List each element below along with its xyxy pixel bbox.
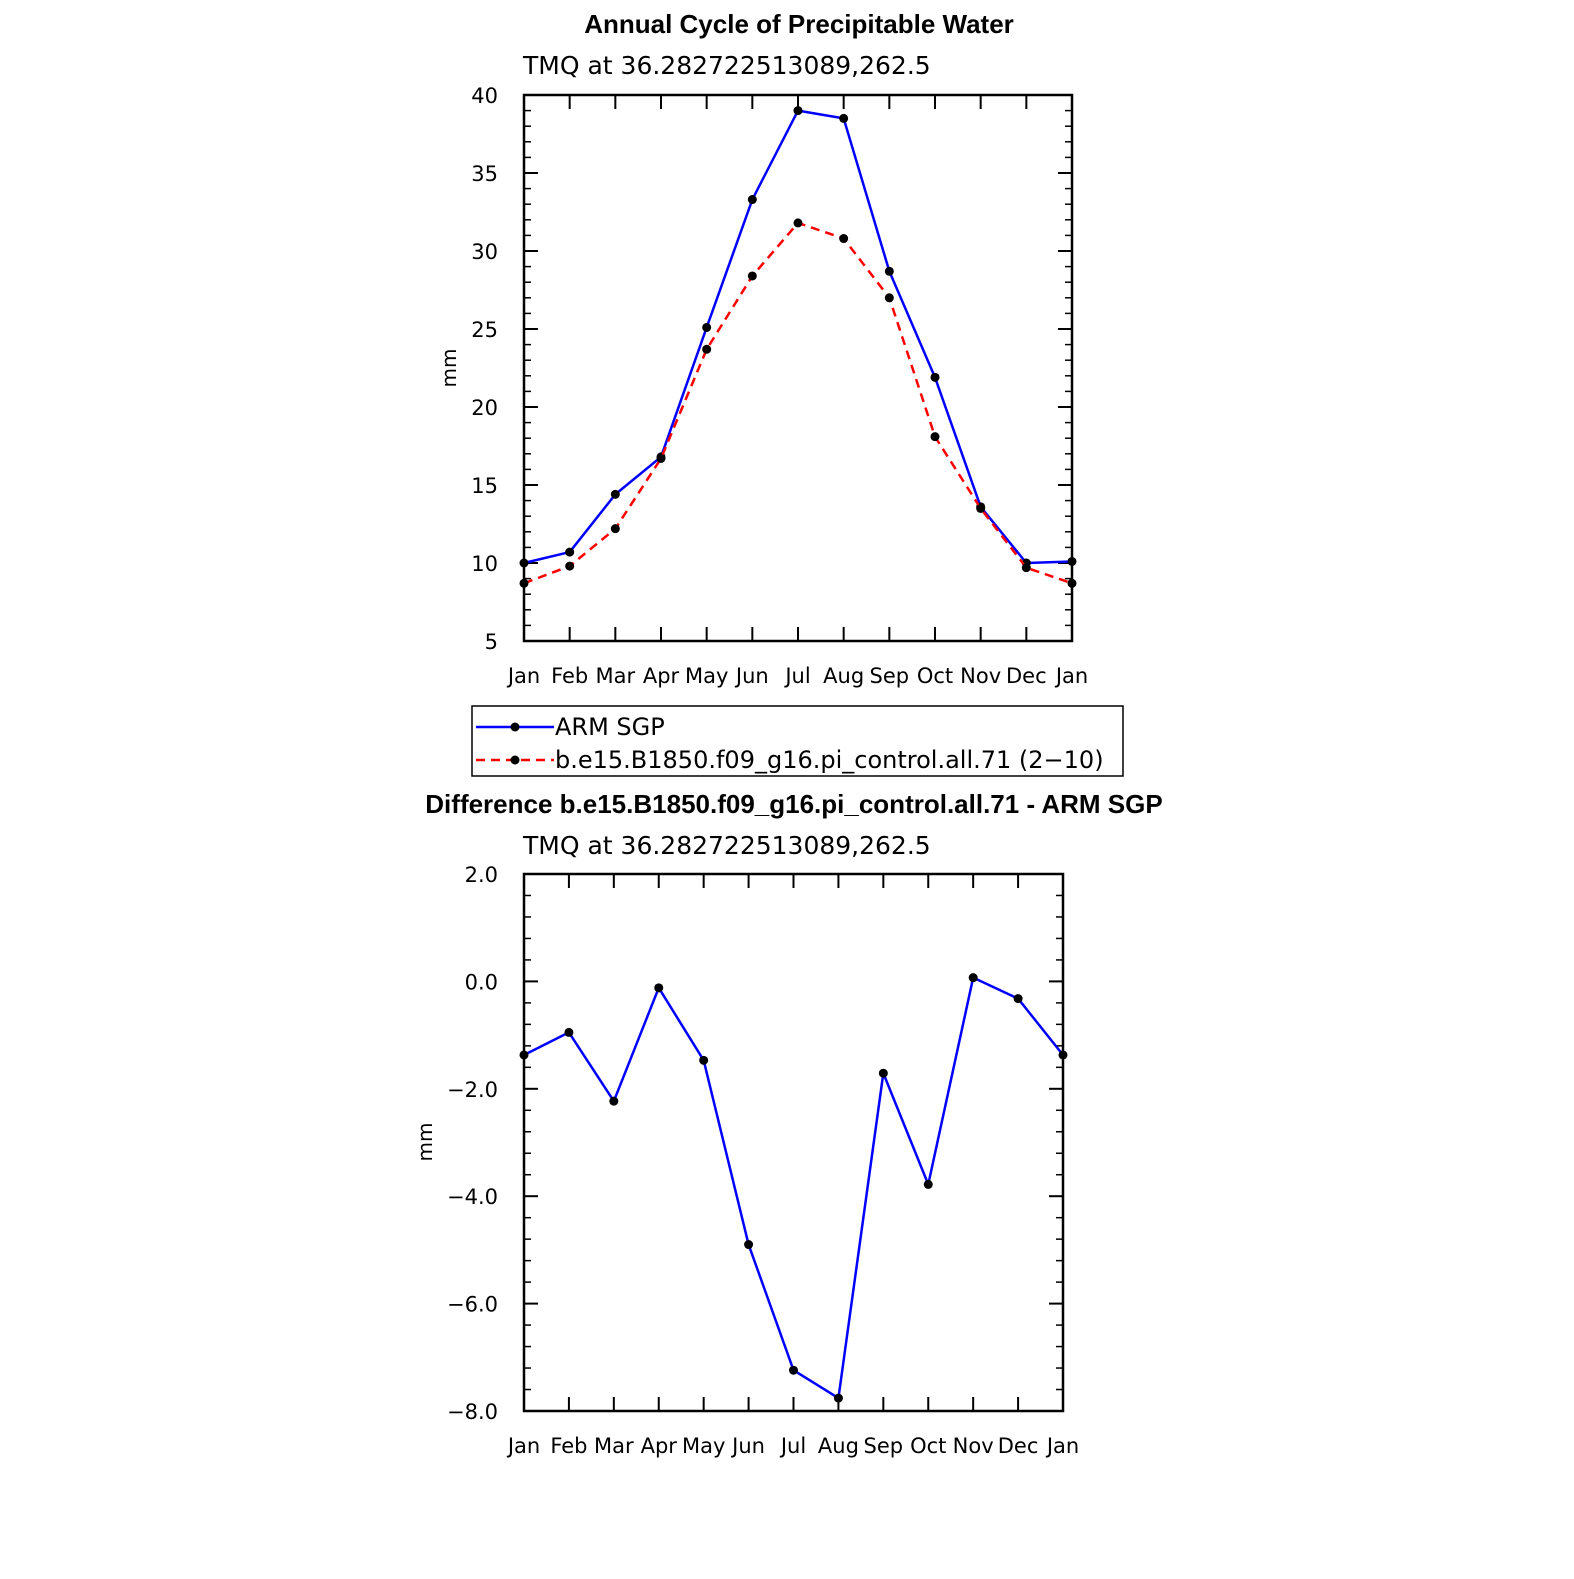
chart1-xtick-label: Sep: [870, 664, 910, 688]
chart1-series-1-point: [702, 344, 712, 354]
chart2-series-0-point: [968, 973, 978, 983]
chart1-series-0-point: [565, 547, 575, 557]
chart2-xtick-label: Feb: [550, 1434, 587, 1458]
chart2-xtick-label: Apr: [641, 1434, 678, 1458]
chart1-title: Annual Cycle of Precipitable Water: [584, 9, 1014, 39]
chart2-xtick-label: Mar: [594, 1434, 634, 1458]
chart2-subtitle: TMQ at 36.282722513089,262.5: [522, 831, 931, 860]
chart2-series-0-point: [1058, 1050, 1068, 1060]
chart1-xtick-label: Jan: [506, 664, 540, 688]
chart1-subtitle: TMQ at 36.282722513089,262.5: [522, 51, 931, 80]
chart2-xtick-label: Nov: [953, 1434, 994, 1458]
chart1-series-0-point: [884, 266, 894, 276]
chart2-ytick-label: −2.0: [447, 1078, 498, 1102]
chart1-series-1-point: [930, 432, 940, 442]
chart2-xtick-label: Jan: [1045, 1434, 1079, 1458]
chart1-xtick-label: Aug: [823, 664, 864, 688]
chart1-series-1-point: [884, 293, 894, 303]
chart1-series-1-point: [839, 234, 849, 244]
chart1-xtick-label: Oct: [917, 664, 953, 688]
chart1-xtick-label: Apr: [643, 664, 680, 688]
chart1-series-0-point: [610, 489, 620, 499]
chart2-ytick-label: −4.0: [447, 1185, 498, 1209]
chart1-ylabel: mm: [437, 349, 461, 388]
chart1-series-0-point: [702, 322, 712, 332]
chart2-series-0-point: [519, 1050, 529, 1060]
chart2-series-0-point: [833, 1393, 843, 1403]
chart1-series-line-1: [523, 221, 1073, 585]
chart2-series-line-0: [523, 976, 1064, 1400]
chart2-xtick-label: Jun: [730, 1434, 765, 1458]
chart2-ylabel: mm: [413, 1123, 437, 1162]
legend-label-arm: ARM SGP: [555, 713, 665, 741]
chart2-series-0-point: [609, 1096, 619, 1106]
legend-marker-arm: [510, 722, 520, 732]
chart1-series-1-point: [1067, 578, 1077, 588]
chart1-xtick-label: Nov: [960, 664, 1001, 688]
chart1-series-1-point: [747, 271, 757, 281]
chart1-series-0-point: [747, 195, 757, 205]
chart1-series-1-point: [565, 561, 575, 571]
chart1-frame: [522, 93, 1074, 643]
chart1-ytick-label: 25: [471, 318, 498, 342]
chart1-xtick-label: Jul: [783, 664, 810, 688]
chart2-series-0-point: [699, 1055, 709, 1065]
chart2-ytick-label: 0.0: [465, 970, 498, 994]
chart2-title: Difference b.e15.B1850.f09_g16.pi_contro…: [425, 789, 1162, 819]
chart1-series-0-point: [930, 372, 940, 382]
chart2-ytick-label: −6.0: [447, 1293, 498, 1317]
chart1-xtick-label: Jan: [1054, 664, 1088, 688]
chart2-series-0-point: [923, 1179, 933, 1189]
chart1-series-0-point: [519, 558, 529, 568]
chart2-ytick-label: 2.0: [465, 863, 498, 887]
chart2-xtick-label: Jul: [779, 1434, 806, 1458]
chart2-series-0-point: [654, 983, 664, 993]
chart2-ytick-label: −8.0: [447, 1400, 498, 1424]
chart1-xtick-label: Dec: [1006, 664, 1047, 688]
chart2-xtick-label: Sep: [864, 1434, 904, 1458]
chart2-xtick-label: Oct: [910, 1434, 946, 1458]
chart1-series-0-point: [839, 113, 849, 123]
chart1-series-0-point: [793, 106, 803, 116]
chart2-xtick-label: Aug: [818, 1434, 859, 1458]
chart1-xtick-label: May: [685, 664, 728, 688]
chart1-series-1-point: [1021, 563, 1031, 573]
chart2-series-0-point: [789, 1365, 798, 1375]
chart1-series-1-point: [656, 453, 666, 463]
chart2-xtick-label: Jan: [506, 1434, 540, 1458]
chart1-ytick-label: 15: [471, 474, 498, 498]
chart2-series-0-point: [878, 1068, 888, 1078]
chart1-series-1-point: [519, 578, 529, 588]
chart1-series-line-0: [523, 109, 1073, 565]
chart1-series-1-point: [793, 218, 803, 228]
chart1-xtick-label: Feb: [551, 664, 588, 688]
chart1-ytick-label: 35: [471, 162, 498, 186]
chart1-series-0-point: [1067, 556, 1077, 566]
chart1-ytick-label: 20: [471, 396, 498, 420]
chart2-plot: Jan Feb Mar Apr May Jun Jul Aug Sep Oct Nov Dec Jan−…: [447, 863, 1079, 1458]
chart1-xtick-label: Jun: [734, 664, 769, 688]
chart1-xtick-label: Mar: [596, 664, 636, 688]
chart1-legend: ARM SGP b.e15.B1850.f09_g16.pi_control.a…: [471, 705, 1124, 777]
chart2-xtick-label: May: [682, 1434, 725, 1458]
legend-marker-model: [510, 755, 520, 765]
chart1-series-1-point: [976, 503, 986, 513]
legend-label-model: b.e15.B1850.f09_g16.pi_control.all.71 (2…: [555, 746, 1104, 774]
chart1-ytick-label: 30: [471, 240, 498, 264]
chart2-series-0-point: [1013, 994, 1023, 1004]
chart2-series-0-point: [564, 1027, 574, 1037]
legend-box: [471, 705, 1124, 777]
chart2-xtick-label: Dec: [998, 1434, 1039, 1458]
chart1-ytick-label: 5: [485, 630, 498, 654]
chart1-ytick-label: 10: [471, 552, 498, 576]
chart2-frame: [522, 872, 1065, 1413]
chart2-series-0-point: [744, 1240, 754, 1250]
chart1-ytick-label: 40: [471, 84, 498, 108]
chart1-series-1-point: [610, 524, 620, 534]
chart1-plot: Jan Feb Mar Apr May Jun Jul Aug Sep Oct Nov Dec Jan 5…: [471, 84, 1088, 688]
